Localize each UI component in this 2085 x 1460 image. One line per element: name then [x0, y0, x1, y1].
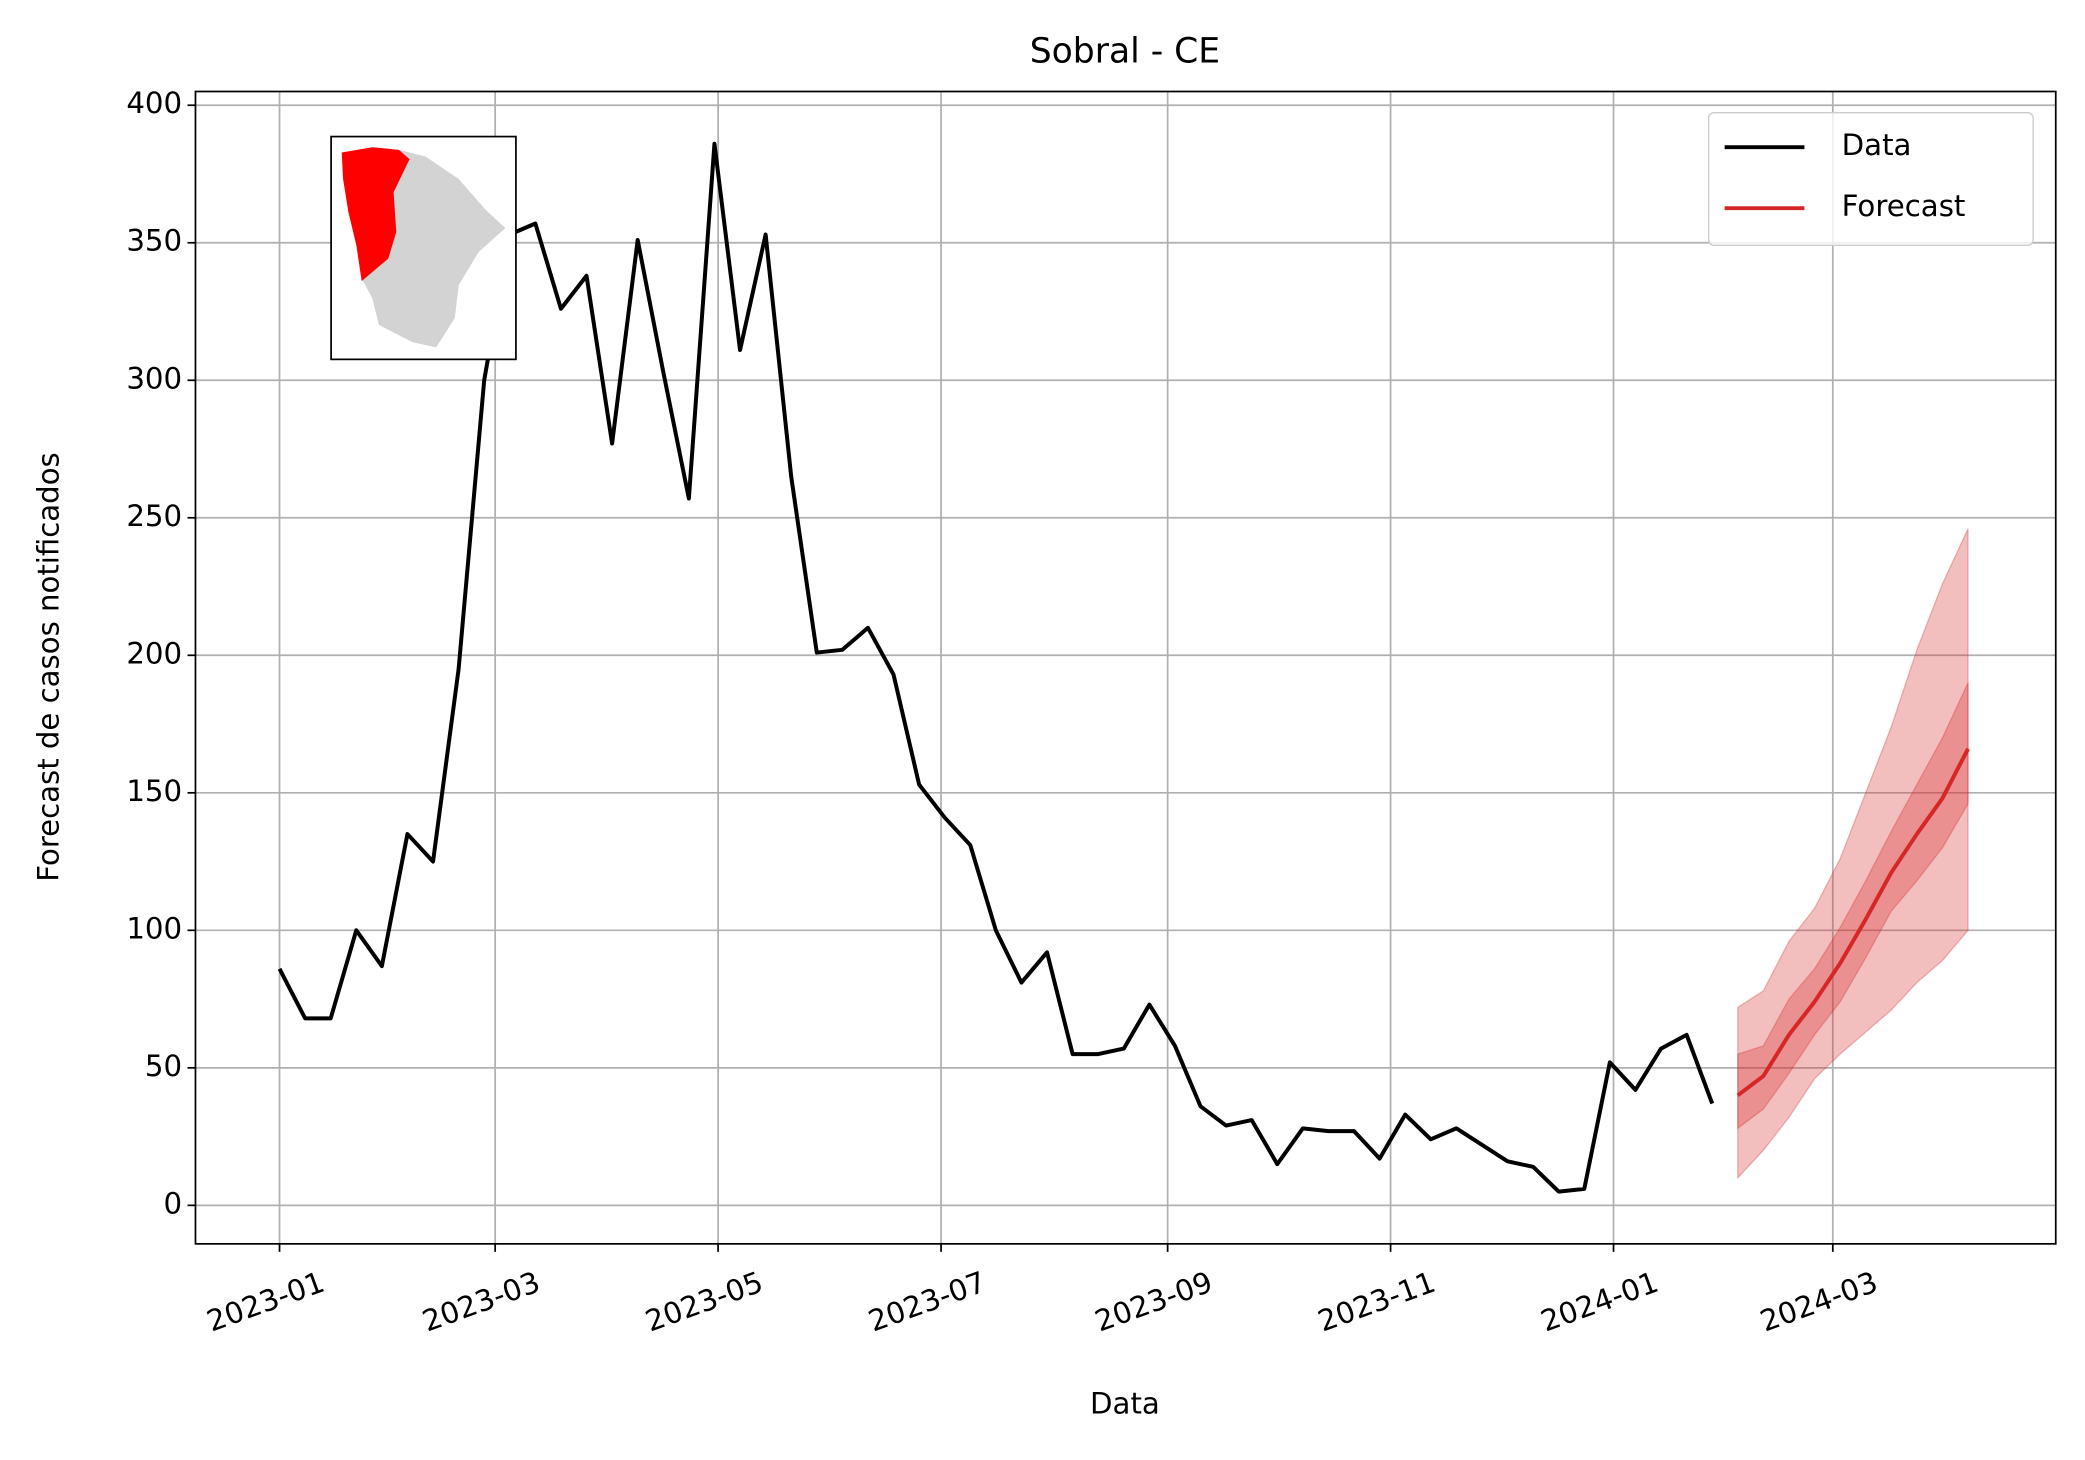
y-tick-label: 200	[126, 636, 182, 670]
inset-region	[361, 149, 506, 348]
inset-highlight	[341, 147, 410, 282]
y-axis-label: Forecast de casos notificados	[32, 452, 66, 881]
y-tick-label: 100	[126, 911, 182, 945]
y-tick-label: 150	[126, 774, 182, 808]
legend-label: Forecast	[1842, 189, 1966, 223]
marks	[277, 141, 1970, 1194]
y-tick-label: 400	[126, 86, 182, 120]
x-axis-label: Data	[1090, 1387, 1160, 1421]
y-tick-label: 300	[126, 361, 182, 395]
plot-frame	[194, 90, 2057, 1245]
legend: Data Forecast	[1708, 112, 2034, 246]
inset-map	[330, 135, 517, 361]
legend-label: Data	[1842, 128, 1912, 162]
series-line	[277, 141, 1715, 1194]
forecast-band	[1737, 528, 1969, 1180]
forecast-band	[1737, 682, 1969, 1130]
y-tick-label: 350	[126, 224, 182, 258]
series-line	[1736, 747, 1970, 1097]
y-tick-label: 0	[164, 1186, 183, 1220]
y-tick-label: 50	[145, 1049, 182, 1083]
y-tick-label: 250	[126, 499, 182, 533]
chart-title: Sobral - CE	[1030, 32, 1220, 72]
